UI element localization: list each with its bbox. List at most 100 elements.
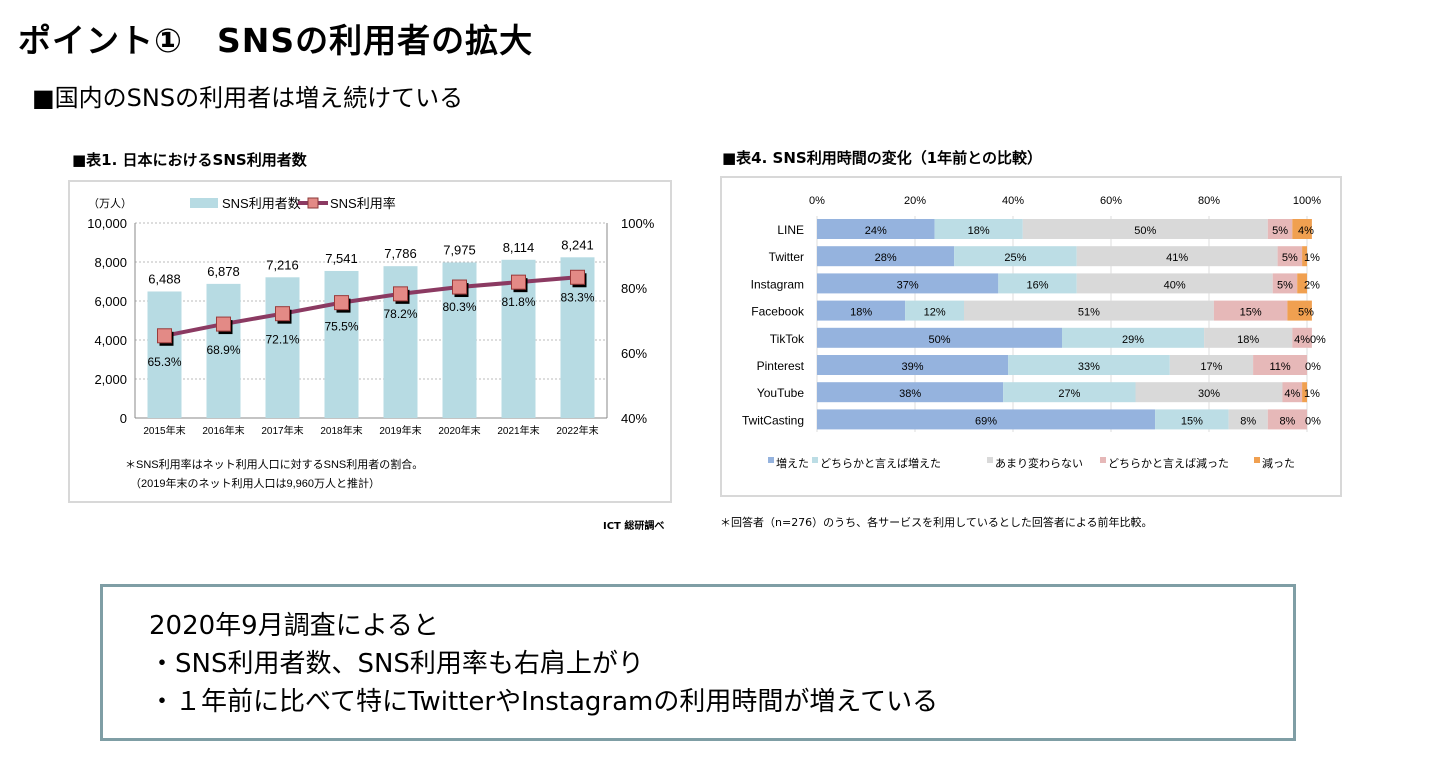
stacked-bar-segment bbox=[817, 382, 1004, 403]
stacked-bar-segment bbox=[1003, 382, 1136, 403]
x-tick-label: 2020年末 bbox=[438, 424, 480, 437]
category-label: Facebook bbox=[751, 305, 805, 319]
rate-label: 68.9% bbox=[206, 343, 240, 357]
legend-label: SNS利用者数 bbox=[222, 196, 301, 211]
x-tick-label: 2017年末 bbox=[261, 424, 303, 437]
stacked-bar-segment bbox=[1213, 300, 1288, 321]
segment-label: 27% bbox=[1058, 388, 1080, 400]
chart1-frame bbox=[68, 180, 672, 503]
segment-label: 8% bbox=[1240, 415, 1256, 427]
segment-label: 1% bbox=[1304, 388, 1320, 400]
stacked-bar-segment bbox=[817, 246, 955, 267]
stacked-bar-segment bbox=[1282, 382, 1303, 403]
segment-label: 50% bbox=[1134, 225, 1156, 237]
stacked-bar-segment bbox=[817, 355, 1009, 375]
segment-label: 4% bbox=[1294, 334, 1310, 346]
stacked-bar-segment bbox=[1076, 246, 1278, 267]
stacked-bar-segment bbox=[934, 219, 1023, 239]
x-tick-label: 2016年末 bbox=[202, 424, 244, 437]
rate-marker bbox=[570, 269, 585, 285]
segment-label: 18% bbox=[1237, 334, 1259, 346]
x-tick-label: 20% bbox=[904, 195, 926, 207]
legend-label: どちらかと言えば減った bbox=[1108, 456, 1229, 470]
segment-label: 18% bbox=[968, 225, 990, 237]
slide-title: ポイント① SNSの利用者の拡大 bbox=[18, 21, 534, 60]
y-tick-label: 6,000 bbox=[94, 294, 127, 309]
rate-label: 65.3% bbox=[147, 355, 181, 369]
legend-label: 増えた bbox=[776, 457, 809, 470]
stacked-bar-segment bbox=[1169, 355, 1254, 375]
rate-marker bbox=[334, 295, 349, 311]
stacked-bar-segment bbox=[1022, 219, 1268, 239]
segment-label: 15% bbox=[1240, 307, 1262, 319]
stacked-bar-segment bbox=[905, 300, 964, 321]
category-label: LINE bbox=[777, 223, 804, 237]
y-tick-label: 4,000 bbox=[94, 333, 127, 348]
summary-line: ・SNS利用者数、SNS利用率も右肩上がり bbox=[149, 649, 644, 679]
legend-swatch bbox=[768, 457, 774, 463]
segment-label: 16% bbox=[1026, 279, 1048, 291]
stacked-bar-segment bbox=[1277, 246, 1303, 267]
stacked-bar-segment bbox=[817, 273, 999, 294]
bar-value-label: 7,541 bbox=[325, 251, 358, 266]
segment-label: 50% bbox=[928, 334, 950, 346]
stacked-bar-segment bbox=[817, 300, 906, 321]
stacked-bar-segment bbox=[1292, 219, 1312, 239]
stacked-bar-segment bbox=[1008, 355, 1170, 375]
summary-box: 2020年9月調査によると ・SNS利用者数、SNS利用率も右肩上がり ・１年前… bbox=[100, 584, 1296, 741]
bar-value-label: 7,216 bbox=[266, 257, 299, 272]
stacked-bar-segment bbox=[817, 409, 1156, 430]
segment-label: 17% bbox=[1200, 361, 1222, 373]
y2-tick-label: 40% bbox=[621, 411, 647, 426]
segment-label: 28% bbox=[875, 252, 897, 264]
segment-label: 41% bbox=[1166, 252, 1188, 264]
bar bbox=[206, 283, 241, 418]
x-tick-label: 80% bbox=[1198, 195, 1220, 207]
segment-label: 11% bbox=[1269, 361, 1290, 373]
legend-marker bbox=[307, 197, 319, 209]
rate-label: 81.8% bbox=[501, 295, 535, 309]
bar-value-label: 8,241 bbox=[561, 237, 594, 252]
segment-label: 5% bbox=[1282, 252, 1298, 264]
slide-subtitle: ■国内のSNSの利用者は増え続けている bbox=[32, 84, 464, 112]
stacked-bar-segment bbox=[1267, 409, 1307, 430]
x-tick-label: 2022年末 bbox=[556, 424, 598, 437]
chart1-note: ＊SNS利用率はネット利用人口に対するSNS利用者の割合。 bbox=[125, 457, 423, 471]
legend-label: SNS利用率 bbox=[330, 196, 396, 211]
y-tick-label: 0 bbox=[120, 411, 127, 426]
segment-label: 25% bbox=[1004, 252, 1026, 264]
chart1-source: ICT 総研調べ bbox=[603, 521, 665, 532]
legend-label: 減った bbox=[1262, 456, 1295, 470]
x-tick-label: 2021年末 bbox=[497, 424, 539, 437]
stacked-bar-segment bbox=[1267, 219, 1293, 239]
stacked-bar-segment bbox=[1228, 409, 1268, 430]
category-label: TikTok bbox=[770, 332, 805, 346]
stacked-bar-segment bbox=[1272, 273, 1298, 294]
stacked-bar-segment bbox=[817, 327, 1062, 348]
stacked-bar-segment bbox=[1204, 327, 1293, 348]
bar-value-label: 7,975 bbox=[443, 242, 476, 257]
stacked-bar-segment bbox=[1253, 355, 1307, 375]
stacked-bar-segment bbox=[1062, 327, 1205, 348]
stacked-bar-segment bbox=[1297, 273, 1307, 294]
segment-label: 38% bbox=[899, 388, 921, 400]
x-tick-label: 60% bbox=[1100, 195, 1122, 207]
segment-label: 30% bbox=[1198, 388, 1220, 400]
rate-label: 83.3% bbox=[560, 290, 594, 304]
segment-label: 5% bbox=[1277, 279, 1293, 291]
y-axis-unit: （万人） bbox=[88, 197, 132, 210]
rate-marker bbox=[452, 279, 467, 295]
segment-label: 8% bbox=[1279, 415, 1295, 427]
stacked-bar-segment bbox=[1076, 273, 1273, 294]
segment-label: 4% bbox=[1284, 388, 1300, 400]
y-tick-label: 10,000 bbox=[87, 216, 127, 231]
chart2-title: ■表4. SNS利用時間の変化（1年前との比較） bbox=[722, 149, 1042, 167]
bar-value-label: 6,488 bbox=[148, 271, 181, 286]
category-label: Instagram bbox=[751, 277, 804, 291]
x-tick-label: 0% bbox=[809, 195, 825, 207]
chart1-note: （2019年末のネット利用人口は9,960万人と推計） bbox=[130, 476, 380, 490]
y2-tick-label: 80% bbox=[621, 281, 647, 296]
rate-label: 78.2% bbox=[383, 307, 417, 321]
legend-swatch bbox=[1254, 457, 1260, 463]
x-tick-label: 2015年末 bbox=[143, 424, 185, 437]
